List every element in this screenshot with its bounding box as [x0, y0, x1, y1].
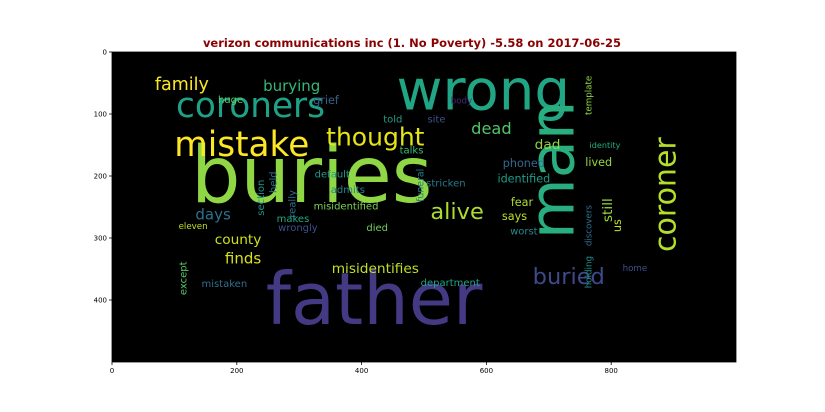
x-tick-label: 400	[355, 367, 368, 375]
word-county: county	[215, 232, 262, 248]
y-tick-label: 100	[94, 111, 107, 119]
word-stricken: stricken	[426, 179, 465, 190]
word-body: body	[451, 97, 473, 107]
word-thought: thought	[326, 122, 425, 151]
word-discovers: discovers	[584, 205, 594, 247]
word-section: section	[256, 180, 267, 216]
word-coroner: coroner	[649, 137, 684, 252]
word-still: still	[600, 198, 616, 222]
word-department: department	[421, 278, 480, 289]
word-default: default	[315, 169, 350, 180]
word-huge: huge	[218, 95, 243, 106]
word-really: really	[287, 190, 298, 218]
chart-title: verizon communications inc (1. No Povert…	[203, 36, 621, 50]
axes: 0 200 400 600 800 0 100 200 300 400	[94, 49, 737, 375]
word-misidentified: misidentified	[314, 202, 379, 213]
word-except: except	[178, 261, 189, 295]
word-mistake: mistake	[174, 125, 309, 165]
y-tick-label: 400	[94, 297, 107, 305]
word-funeral: funeral	[415, 169, 426, 202]
word-misidentifies: misidentifies	[332, 261, 419, 277]
word-burying: burying	[263, 77, 320, 95]
y-tick-label: 200	[94, 173, 107, 181]
word-wrongly: wrongly	[278, 223, 318, 234]
word-home: home	[623, 264, 648, 274]
word-alive: alive	[430, 199, 483, 225]
word-eleven: eleven	[179, 222, 208, 232]
y-tick-label: 0	[103, 49, 107, 57]
word-says: says	[502, 210, 527, 223]
word-holding: holding	[584, 256, 594, 288]
x-tick-label: 600	[480, 367, 493, 375]
word-man: man	[515, 101, 588, 240]
word-coroners: coroners	[176, 86, 325, 126]
word-admits: admits	[331, 185, 365, 196]
x-tick-label: 800	[605, 367, 618, 375]
word-worst: worst	[510, 226, 538, 237]
word-held: held	[269, 171, 280, 193]
word-talks: talks	[400, 146, 424, 157]
word-dad: dad	[535, 137, 561, 153]
word-buried: buried	[533, 264, 605, 290]
word-grief: grief	[313, 94, 340, 107]
word-template: template	[584, 76, 594, 115]
word-site: site	[427, 115, 445, 126]
word-identified: identified	[497, 173, 550, 186]
word-phoned: phoned	[503, 157, 545, 170]
word-died: died	[366, 223, 388, 234]
word-us: us	[611, 219, 624, 232]
word-fear: fear	[511, 196, 534, 209]
word-father: father	[266, 257, 483, 341]
word-days: days	[195, 205, 231, 223]
word-buries: buries	[191, 131, 432, 221]
y-tick-label: 300	[94, 235, 107, 243]
x-tick-label: 0	[110, 367, 114, 375]
x-tick-label: 200	[230, 367, 243, 375]
axes-frame	[111, 51, 737, 363]
word-dead: dead	[471, 119, 511, 138]
word-told: told	[383, 115, 402, 126]
word-mistaken: mistaken	[201, 279, 247, 290]
word-makes: makes	[277, 214, 310, 225]
word-finds: finds	[225, 249, 261, 267]
word-wrong: wrong	[397, 59, 570, 124]
word-lived: lived	[585, 156, 612, 169]
word-family: family	[155, 75, 209, 95]
word-identity: identity	[590, 140, 621, 150]
plot-background	[112, 52, 736, 362]
